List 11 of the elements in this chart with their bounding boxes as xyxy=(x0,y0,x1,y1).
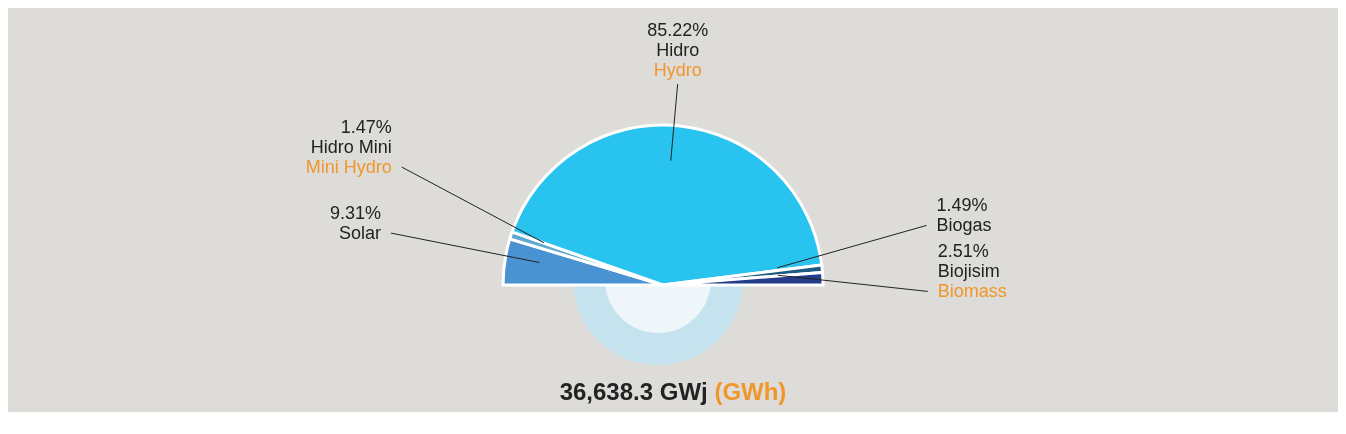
data-label: 2.51% xyxy=(937,241,989,262)
slice-label: Hidro Mini Mini Hydro xyxy=(305,137,392,178)
data-label: 1.47% xyxy=(340,117,392,138)
slice-label: Biogas xyxy=(936,215,992,236)
data-label: 85.22% xyxy=(647,20,709,41)
data-label: 1.49% xyxy=(936,195,988,216)
text: 36,638.3 GWj (GWh) xyxy=(558,378,788,407)
slice-label: Biojisim Biomass xyxy=(937,261,1007,302)
slice-label: Solar xyxy=(338,223,381,244)
data-label: 9.31% xyxy=(329,203,381,224)
slice-label: Hidro Hydro xyxy=(653,40,702,81)
